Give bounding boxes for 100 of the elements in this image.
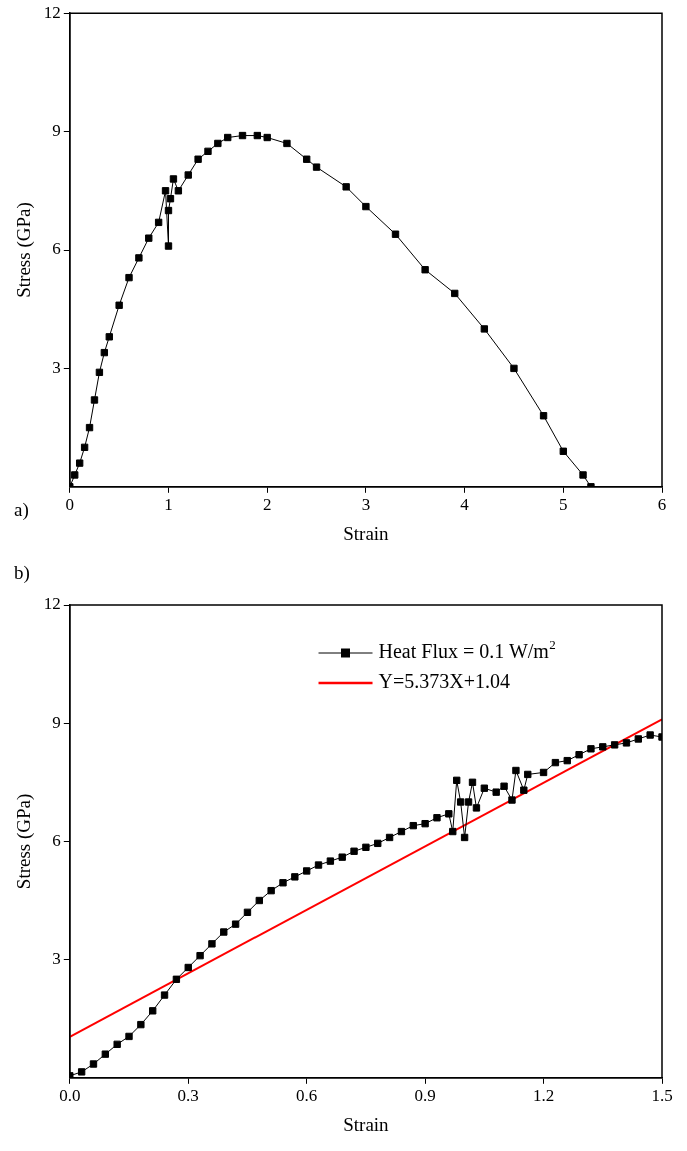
- point: [169, 175, 178, 183]
- point: [166, 195, 175, 203]
- x-tick-label: 1.2: [532, 1086, 555, 1106]
- point: [421, 266, 429, 274]
- point: [303, 867, 311, 875]
- point: [480, 784, 489, 792]
- point: [445, 810, 453, 818]
- x-axis-title: Strain: [343, 522, 390, 544]
- point: [125, 1032, 133, 1041]
- point: [71, 471, 79, 479]
- point: [397, 827, 406, 836]
- point: [599, 743, 607, 751]
- point: [255, 896, 263, 905]
- x-tick-label: 4: [460, 495, 470, 515]
- y-tick-label: 9: [52, 121, 61, 141]
- x-tick-label: 0.3: [177, 1086, 199, 1106]
- x-tick-label: 0.9: [414, 1086, 436, 1106]
- point: [77, 1068, 86, 1076]
- point: [338, 853, 346, 861]
- point: [646, 731, 654, 739]
- point: [587, 745, 595, 753]
- point: [326, 857, 335, 865]
- point: [194, 155, 202, 163]
- x-tick-label: 0.0: [59, 1086, 81, 1106]
- point: [279, 879, 287, 887]
- x-tick-label: 1.5: [651, 1086, 673, 1106]
- point: [492, 788, 500, 796]
- point: [101, 1050, 110, 1058]
- point: [512, 766, 520, 775]
- point: [125, 273, 133, 282]
- point: [453, 776, 461, 785]
- point: [164, 242, 173, 250]
- point: [113, 1040, 121, 1048]
- point: [161, 187, 170, 195]
- point: [563, 756, 571, 765]
- point: [95, 368, 104, 377]
- point: [238, 131, 247, 140]
- point: [89, 1060, 98, 1068]
- point: [342, 183, 350, 191]
- point: [622, 739, 631, 747]
- point: [508, 796, 516, 804]
- legend-label: Y=5.373X+1.04: [378, 670, 510, 693]
- point: [634, 735, 642, 743]
- point: [456, 798, 465, 806]
- point: [468, 778, 477, 786]
- point: [551, 758, 560, 767]
- point: [539, 768, 548, 777]
- x-tick-label: 3: [361, 495, 371, 515]
- y-tick-label: 9: [52, 712, 61, 732]
- y-tick-label: 3: [52, 357, 61, 377]
- point: [314, 861, 323, 869]
- point: [184, 171, 192, 179]
- point: [524, 770, 532, 779]
- point: [559, 447, 567, 455]
- point: [100, 348, 109, 357]
- point: [409, 821, 417, 830]
- point: [472, 804, 481, 812]
- point: [90, 396, 99, 404]
- point: [267, 886, 275, 895]
- y-tick-label: 12: [43, 594, 61, 614]
- point: [75, 459, 84, 467]
- point: [464, 798, 473, 806]
- point: [174, 187, 183, 195]
- point: [520, 786, 528, 794]
- point: [575, 751, 583, 759]
- point: [253, 131, 262, 140]
- point: [480, 325, 489, 333]
- point: [196, 951, 204, 960]
- point: [610, 741, 619, 749]
- point: [303, 155, 311, 163]
- point: [154, 218, 163, 227]
- point: [184, 963, 192, 972]
- point: [145, 234, 153, 242]
- point: [214, 139, 222, 148]
- point: [115, 301, 123, 309]
- point: [510, 364, 518, 373]
- x-tick-label: 6: [657, 495, 667, 515]
- point: [208, 940, 216, 948]
- point: [291, 873, 299, 881]
- point: [85, 423, 94, 432]
- y-tick-label: 6: [52, 830, 61, 850]
- point: [231, 920, 240, 928]
- point: [433, 814, 441, 822]
- x-tick-label: 0: [65, 495, 75, 515]
- y-tick-label: 6: [52, 239, 61, 259]
- point: [135, 254, 143, 262]
- point: [539, 412, 548, 420]
- y-tick-label: 12: [43, 2, 61, 22]
- point: [160, 991, 169, 999]
- point: [500, 782, 508, 790]
- point: [80, 443, 89, 452]
- point: [263, 133, 271, 142]
- point: [391, 230, 400, 238]
- text: b): [14, 561, 30, 584]
- point: [451, 289, 459, 298]
- point: [149, 1007, 157, 1015]
- text: a): [14, 498, 29, 521]
- point: [312, 163, 321, 171]
- x-tick-label: 5: [559, 495, 568, 515]
- point: [243, 908, 252, 916]
